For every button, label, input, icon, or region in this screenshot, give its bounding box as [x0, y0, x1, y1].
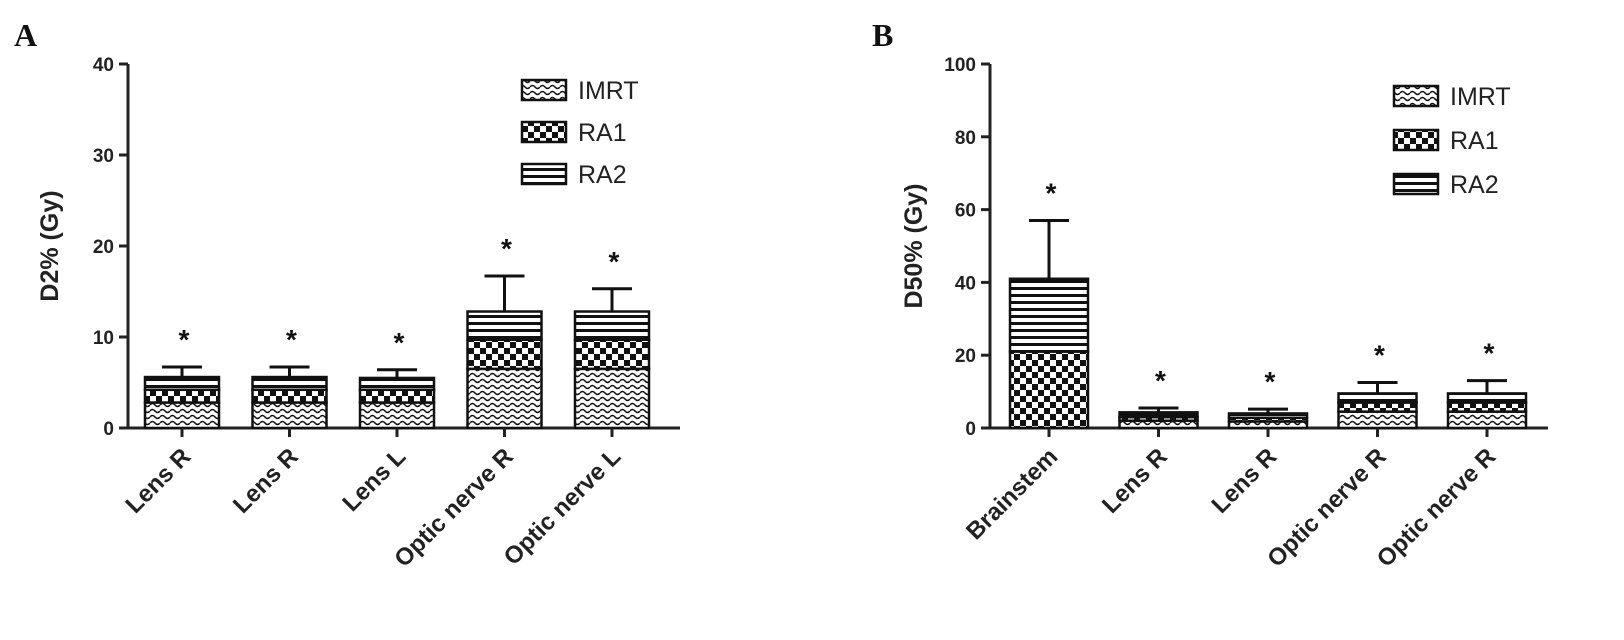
panel-letter-a: A [14, 17, 37, 53]
panel-a-legend-label-ra2: RA2 [578, 161, 627, 189]
panel-b-y-tick-label: 0 [965, 419, 976, 440]
panel-b-y-tick-label: 80 [955, 128, 976, 149]
panel-b-category-label: Lens R [1207, 443, 1283, 519]
panel-a-bar-imrt [573, 367, 651, 430]
panel-a-bar-imrt [143, 401, 221, 430]
panel-a-bar-imrt [358, 401, 436, 430]
panel-b-bar-ra2 [1446, 392, 1528, 404]
panel-a-legend-swatch-ra2 [520, 162, 568, 186]
panel-b-legend-label-imrt: IMRT [1450, 83, 1511, 111]
panel-letter-b: B [872, 17, 893, 53]
panel-b-bar-ra2 [1337, 392, 1418, 404]
panel-a-y-tick-label: 0 [103, 419, 114, 440]
panel-b-y-axis-title: D50% (Gy) [900, 183, 928, 308]
panel-b-bar-ra2 [1008, 277, 1090, 353]
panel-b-significance-star: * [1374, 340, 1385, 371]
panel-b-significance-star: * [1484, 338, 1495, 369]
panel-a-bar-ra1 [466, 338, 543, 371]
panel-a-bar-ra1 [573, 338, 651, 371]
panel-b-y-tick-label: 40 [955, 273, 976, 294]
panel-b-category-label: Lens R [1097, 443, 1173, 519]
panel-a-y-tick-label: 10 [93, 328, 114, 349]
panel-a-category-label: Lens L [337, 443, 411, 517]
panel-a-legend-swatch-imrt [520, 78, 568, 102]
panel-b-y-tick-label: 20 [955, 346, 976, 367]
panel-b-bar-ra1 [1337, 401, 1418, 413]
panel-b-significance-star: * [1265, 366, 1276, 397]
panel-b-plot: 0 20 40 60 80 100 D50% (Gy) * Brainstem * Lens R * L… [900, 55, 1548, 573]
panel-a-significance-star: * [609, 246, 620, 277]
panel-b-significance-star: * [1155, 365, 1166, 396]
panel-b-bar-ra1 [1446, 401, 1528, 413]
panel-b-legend-swatch-ra1 [1392, 128, 1440, 152]
panel-a-bar-imrt [251, 401, 328, 430]
panel-a-bar-ra2 [358, 376, 436, 392]
panel-a-significance-star: * [394, 327, 405, 358]
panel-b-bar-imrt [1337, 410, 1418, 430]
panel-a-y-axis-title: D2% (Gy) [36, 190, 64, 301]
panel-b-legend-swatch-ra2 [1392, 172, 1440, 196]
panel-a-bar-ra2 [143, 375, 221, 392]
panel-a-bar-ra2 [573, 310, 651, 341]
panel-b-bar-ra1 [1008, 350, 1090, 430]
panel-b-legend-label-ra1: RA1 [1450, 127, 1499, 155]
panel-a: A 0 10 20 30 40 D2% (Gy) * Lens R * Lens R * Lens L… [14, 17, 680, 573]
panel-a-y-tick-label: 20 [93, 237, 114, 258]
panel-b-bar-ra2 [1118, 411, 1199, 419]
panel-a-bar-ra1 [143, 388, 221, 404]
panel-a-bar-imrt [466, 367, 543, 430]
panel-a-significance-star: * [179, 324, 190, 355]
panel-a-bar-ra2 [251, 375, 328, 392]
panel-b-legend-label-ra2: RA2 [1450, 171, 1499, 199]
panel-b-category-label: Brainstem [961, 443, 1063, 545]
panel-b: B 0 20 40 60 80 100 D50% (Gy) * Brainstem * Lens R… [872, 17, 1548, 573]
panel-a-legend-swatch-ra1 [520, 120, 568, 144]
panel-a-legend-label-imrt: IMRT [578, 77, 639, 105]
panel-a-bar-ra1 [251, 388, 328, 404]
panel-a-category-label: Lens R [228, 443, 304, 519]
panel-b-bar-imrt [1446, 410, 1528, 430]
panel-a-bar-ra2 [466, 310, 543, 341]
panel-b-significance-star: * [1046, 178, 1057, 209]
panel-a-significance-star: * [501, 233, 512, 264]
panel-a-significance-star: * [286, 324, 297, 355]
panel-a-legend-label-ra1: RA1 [578, 119, 627, 147]
panel-a-y-tick-label: 30 [93, 146, 114, 167]
panel-a-bar-ra1 [358, 388, 436, 404]
panel-b-legend-swatch-imrt [1392, 84, 1440, 108]
panel-a-y-tick-label: 40 [93, 55, 114, 76]
panel-a-category-label: Lens R [121, 443, 197, 519]
panel-b-y-tick-label: 100 [944, 55, 976, 76]
panel-b-y-tick-label: 60 [955, 201, 976, 222]
panel-b-bar-ra2 [1227, 412, 1309, 420]
